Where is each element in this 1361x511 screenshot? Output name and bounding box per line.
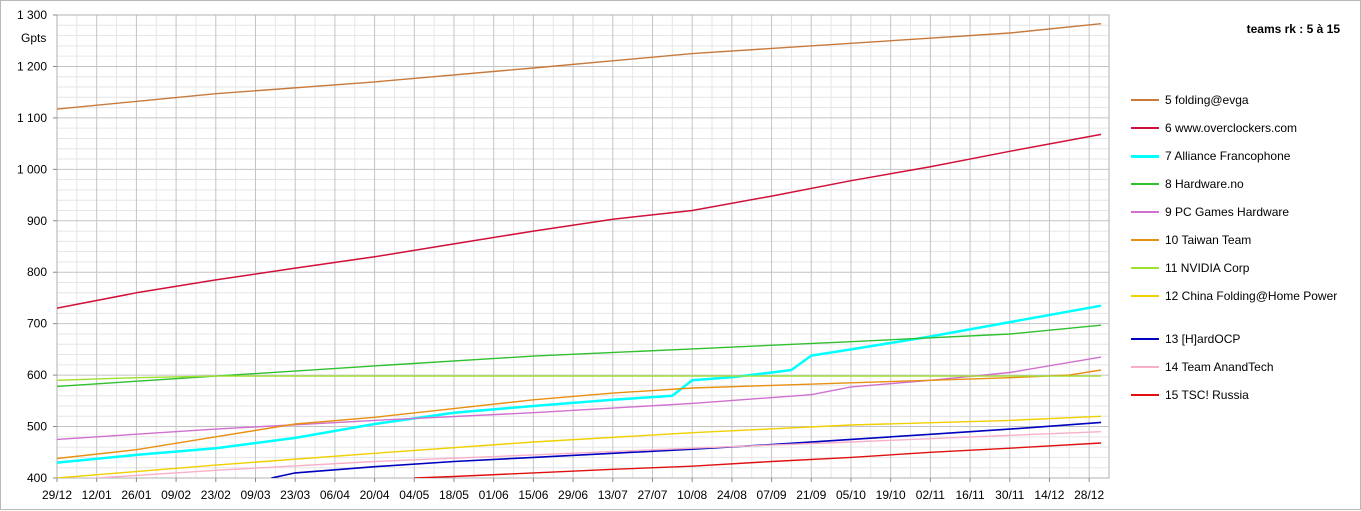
legend-swatch — [1131, 155, 1159, 158]
x-tick-label: 30/11 — [995, 488, 1024, 502]
y-tick-label: 600 — [27, 368, 47, 382]
y-tick-label: 1 300 — [17, 8, 47, 22]
series-line-5 — [57, 23, 1102, 110]
legend-item: 15 TSC! Russia — [1129, 388, 1349, 416]
y-tick-label: 400 — [27, 471, 47, 485]
x-tick-label: 16/11 — [955, 488, 984, 502]
x-tick-label: 12/01 — [82, 488, 112, 502]
series-line-10 — [57, 369, 1102, 460]
x-tick-label: 07/09 — [757, 488, 787, 502]
legend-label: 13 [H]ardOCP — [1165, 332, 1241, 346]
x-tick-label: 09/02 — [161, 488, 191, 502]
x-tick-label: 26/01 — [121, 488, 151, 502]
x-tick-label: 24/08 — [717, 488, 747, 502]
series-line-12 — [57, 415, 1102, 478]
series-line-6 — [57, 133, 1102, 309]
x-tick-label: 23/03 — [280, 488, 310, 502]
x-tick-label: 09/03 — [240, 488, 270, 502]
x-tick-label: 15/06 — [518, 488, 548, 502]
x-tick-label: 06/04 — [320, 488, 350, 502]
series-line-13 — [271, 421, 1102, 478]
legend-swatch — [1131, 394, 1159, 396]
legend-swatch — [1131, 239, 1159, 241]
legend-item: 5 folding@evga — [1129, 93, 1349, 121]
legend-label: 12 China Folding@Home Power — [1165, 289, 1338, 303]
series-line-14 — [86, 431, 1102, 478]
x-tick-label: 02/11 — [916, 488, 945, 502]
x-tick-label: 05/10 — [836, 488, 866, 502]
x-tick-label: 14/12 — [1034, 488, 1064, 502]
legend-swatch — [1131, 338, 1159, 340]
plot-border — [56, 14, 1110, 479]
plot-area — [57, 15, 1109, 478]
series-line-11 — [57, 375, 1102, 381]
legend-label: 10 Taiwan Team — [1165, 233, 1252, 247]
legend-swatch — [1131, 99, 1159, 101]
x-tick-label: 10/08 — [677, 488, 707, 502]
x-tick-label: 19/10 — [876, 488, 906, 502]
x-tick-label: 01/06 — [479, 488, 509, 502]
x-tick-label: 29/12 — [42, 488, 72, 502]
y-tick-label: 800 — [27, 265, 47, 279]
y-tick-label: 1 000 — [17, 162, 47, 176]
legend-label: 8 Hardware.no — [1165, 177, 1244, 191]
y-tick-label: 1 200 — [17, 59, 47, 73]
legend-label: 9 PC Games Hardware — [1165, 205, 1290, 219]
y-axis-label: Gpts — [21, 31, 47, 45]
x-tick-label: 18/05 — [439, 488, 469, 502]
legend-item: 7 Alliance Francophone — [1129, 149, 1349, 177]
series-line-15 — [414, 442, 1102, 478]
legend-item: 14 Team AnandTech — [1129, 360, 1349, 388]
legend-item: 12 China Folding@Home Power — [1129, 289, 1349, 332]
x-tick-label: 28/12 — [1074, 488, 1104, 502]
x-tick-label: 29/06 — [558, 488, 588, 502]
legend-swatch — [1131, 267, 1159, 269]
legend: 5 folding@evga 6 www.overclockers.com 7 Al… — [1129, 93, 1349, 416]
x-tick-label: 21/09 — [796, 488, 826, 502]
x-tick-label: 13/07 — [598, 488, 628, 502]
y-tick-label: 700 — [27, 317, 47, 331]
legend-item: 13 [H]ardOCP — [1129, 332, 1349, 360]
x-tick-label: 27/07 — [637, 488, 667, 502]
legend-label: 14 Team AnandTech — [1165, 360, 1274, 374]
legend-label: 6 www.overclockers.com — [1165, 121, 1298, 135]
x-tick-label: 04/05 — [399, 488, 429, 502]
x-tick-label: 23/02 — [201, 488, 231, 502]
legend-item: 10 Taiwan Team — [1129, 233, 1349, 261]
y-tick-label: 900 — [27, 214, 47, 228]
y-tick-label: 1 100 — [17, 111, 47, 125]
legend-swatch — [1131, 183, 1159, 185]
legend-label: 11 NVIDIA Corp — [1165, 261, 1250, 275]
legend-swatch — [1131, 366, 1159, 368]
legend-label: 5 folding@evga — [1165, 93, 1249, 107]
y-tick-label: 500 — [27, 420, 47, 434]
legend-item: 9 PC Games Hardware — [1129, 205, 1349, 233]
legend-item: 8 Hardware.no — [1129, 177, 1349, 205]
chart-title: teams rk : 5 à 15 — [1246, 22, 1340, 36]
x-tick-label: 20/04 — [360, 488, 390, 502]
legend-item: 6 www.overclockers.com — [1129, 121, 1349, 149]
legend-label: 15 TSC! Russia — [1165, 388, 1249, 402]
series-line-8 — [57, 324, 1102, 388]
legend-swatch — [1131, 295, 1159, 297]
legend-swatch — [1131, 127, 1159, 129]
legend-label: 7 Alliance Francophone — [1165, 149, 1291, 163]
legend-item: 11 NVIDIA Corp — [1129, 261, 1349, 289]
legend-swatch — [1131, 211, 1159, 213]
